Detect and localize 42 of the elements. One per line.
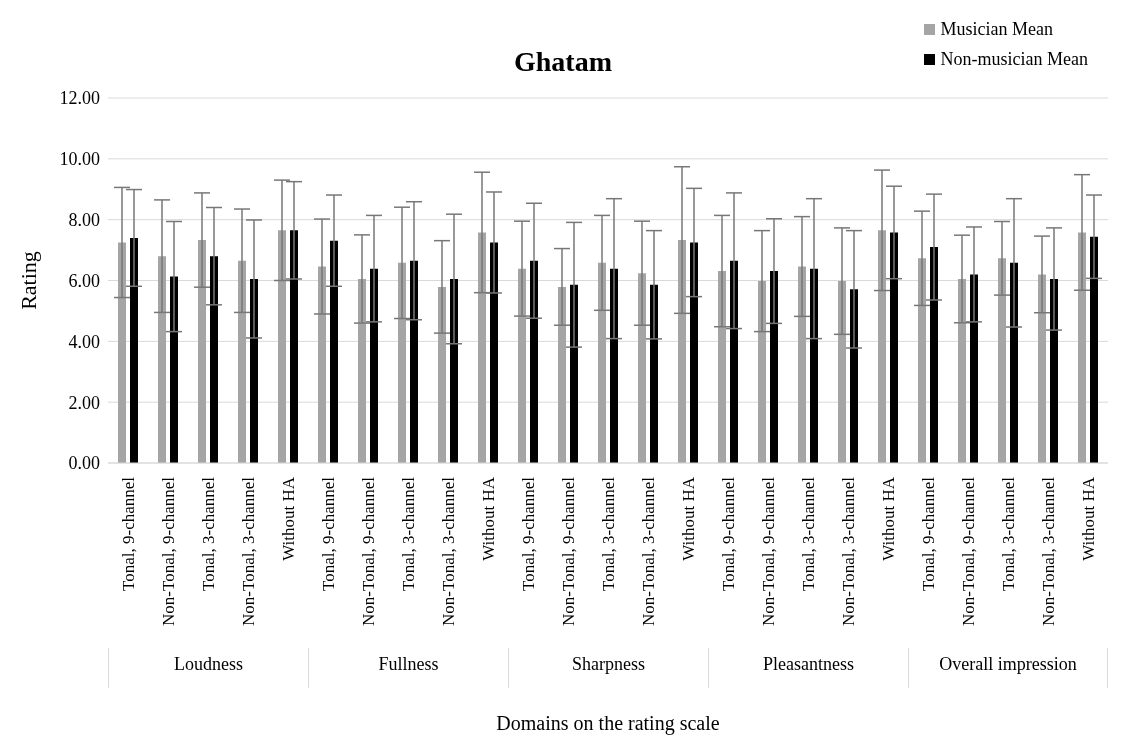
x-tick-label: Tonal, 3-channel	[798, 476, 818, 591]
y-tick-label: 4.00	[68, 331, 100, 352]
x-axis-title: Domains on the rating scale	[496, 712, 720, 735]
y-tick-label: 2.00	[68, 392, 100, 413]
x-tick-label: Non-Tonal, 3-channel	[438, 476, 458, 626]
x-tick-label: Tonal, 9-channel	[318, 476, 338, 591]
x-tick-label: Non-Tonal, 3-channel	[838, 476, 858, 626]
y-tick-label: 8.00	[68, 210, 100, 231]
y-axis-title: Rating	[15, 251, 41, 310]
x-tick-label: Tonal, 9-channel	[718, 476, 738, 591]
text: Sharpness	[508, 648, 708, 688]
x-tick-label: Tonal, 9-channel	[918, 476, 938, 591]
x-tick-label: Without HA	[878, 476, 898, 561]
x-tick-label: Non-Tonal, 9-channel	[358, 476, 378, 626]
x-tick-label: Without HA	[1078, 476, 1098, 561]
x-tick-label: Non-Tonal, 3-channel	[1038, 476, 1058, 626]
text: Fullness	[308, 648, 508, 688]
x-tick-label: Without HA	[478, 476, 498, 561]
x-tick-label: Tonal, 3-channel	[598, 476, 618, 591]
x-tick-label: Tonal, 9-channel	[518, 476, 538, 591]
x-tick-label: Non-Tonal, 9-channel	[958, 476, 978, 626]
x-tick-label: Non-Tonal, 9-channel	[758, 476, 778, 626]
x-tick-label: Tonal, 9-channel	[118, 476, 138, 591]
x-tick-label: Non-Tonal, 3-channel	[238, 476, 258, 626]
text: Loudness	[108, 648, 308, 688]
y-tick-label: 6.00	[68, 270, 100, 291]
x-tick-label: Non-Tonal, 9-channel	[158, 476, 178, 626]
legend-label: Non-musician Mean	[940, 48, 1088, 71]
x-tick-label: Tonal, 3-channel	[198, 476, 218, 591]
x-tick-label: Without HA	[278, 476, 298, 561]
x-tick-label: Non-Tonal, 3-channel	[638, 476, 658, 626]
x-tick-label: Tonal, 3-channel	[398, 476, 418, 591]
text: Overall impression	[908, 648, 1108, 688]
legend-label: Musician Mean	[940, 18, 1054, 41]
x-tick-label: Non-Tonal, 9-channel	[558, 476, 578, 626]
y-tick-label: 10.00	[59, 149, 100, 170]
y-tick-label: 0.00	[68, 453, 100, 474]
x-tick-label: Tonal, 3-channel	[998, 476, 1018, 591]
y-tick-label: 12.00	[59, 88, 100, 109]
text: Pleasantness	[708, 648, 908, 688]
chart-title: Ghatam	[514, 46, 612, 77]
x-tick-label: Without HA	[678, 476, 698, 561]
